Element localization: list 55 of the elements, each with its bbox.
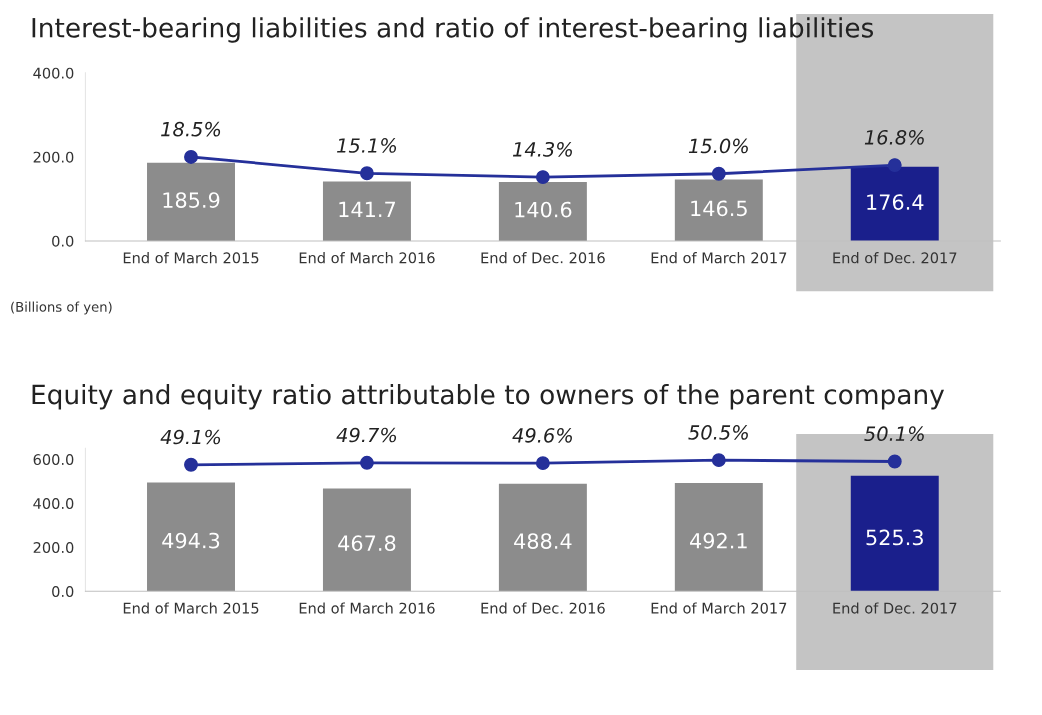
chart-title: Interest-bearing liabilities and ratio of interest-bearing liabilities: [32, 17, 874, 43]
data-label: 16.8%: [864, 129, 924, 145]
data-label: 176.4: [867, 194, 924, 210]
x-tick-label: End of Dec. 2017: [833, 602, 957, 614]
data-label: 488.4: [514, 533, 572, 549]
bar: [674, 179, 763, 241]
y-tick-label: 400.0: [33, 498, 74, 510]
data-label: 50.1%: [864, 426, 924, 442]
x-tick-label: End of Dec. 2016: [481, 602, 605, 614]
point: [184, 149, 198, 164]
bar: [850, 475, 939, 592]
bar: [498, 181, 587, 241]
data-label: 18.5%: [161, 121, 221, 137]
y-tick-label: 0.0: [52, 235, 74, 247]
point: [359, 166, 374, 181]
y-tick-label: 200.0: [33, 151, 74, 163]
bar: [850, 166, 939, 241]
data-label: 185.9: [163, 192, 220, 208]
x-tick-label: End of March 2016: [299, 252, 435, 264]
text: (Billions of yen): [11, 301, 112, 315]
data-label: 14.3%: [512, 141, 572, 157]
x-tick-label: End of March 2015: [123, 252, 259, 264]
chart-title: Equity and equity ratio attributable to owners of the parent company: [32, 384, 945, 410]
bar: [147, 482, 235, 592]
x-tick-label: End of March 2017: [651, 602, 787, 614]
y-tick-label: 600.0: [33, 454, 74, 466]
data-label: 467.8: [338, 535, 396, 552]
point: [887, 158, 902, 173]
data-label: 49.1%: [160, 429, 221, 445]
data-label: 15.0%: [688, 138, 748, 154]
bar: [498, 483, 587, 592]
data-label: 49.6%: [512, 427, 572, 443]
x-tick-label: End of March 2016: [299, 602, 435, 614]
data-label: 15.1%: [337, 138, 397, 153]
x-tick-label: End of March 2017: [651, 252, 787, 264]
y-tick-label: 0.0: [52, 586, 74, 598]
data-label: 140.6: [515, 201, 572, 218]
data-label: 525.3: [866, 529, 923, 546]
point: [535, 170, 550, 185]
y-tick-label: 200.0: [33, 542, 74, 554]
y-tick-label: 400.0: [33, 67, 74, 79]
x-tick-label: End of March 2015: [123, 602, 259, 614]
bar: [674, 483, 763, 592]
data-label: 141.7: [339, 201, 395, 217]
data-label: 492.1: [690, 532, 747, 549]
bar: [322, 181, 411, 241]
data-label: 494.3: [162, 532, 220, 549]
bar: [322, 488, 411, 592]
x-tick-label: End of Dec. 2016: [481, 252, 605, 264]
point: [711, 166, 726, 181]
bar: [147, 162, 235, 241]
data-label: 50.5%: [688, 425, 748, 440]
data-label: 146.5: [691, 200, 747, 217]
data-label: 49.7%: [336, 427, 397, 443]
x-tick-label: End of Dec. 2017: [833, 252, 957, 264]
